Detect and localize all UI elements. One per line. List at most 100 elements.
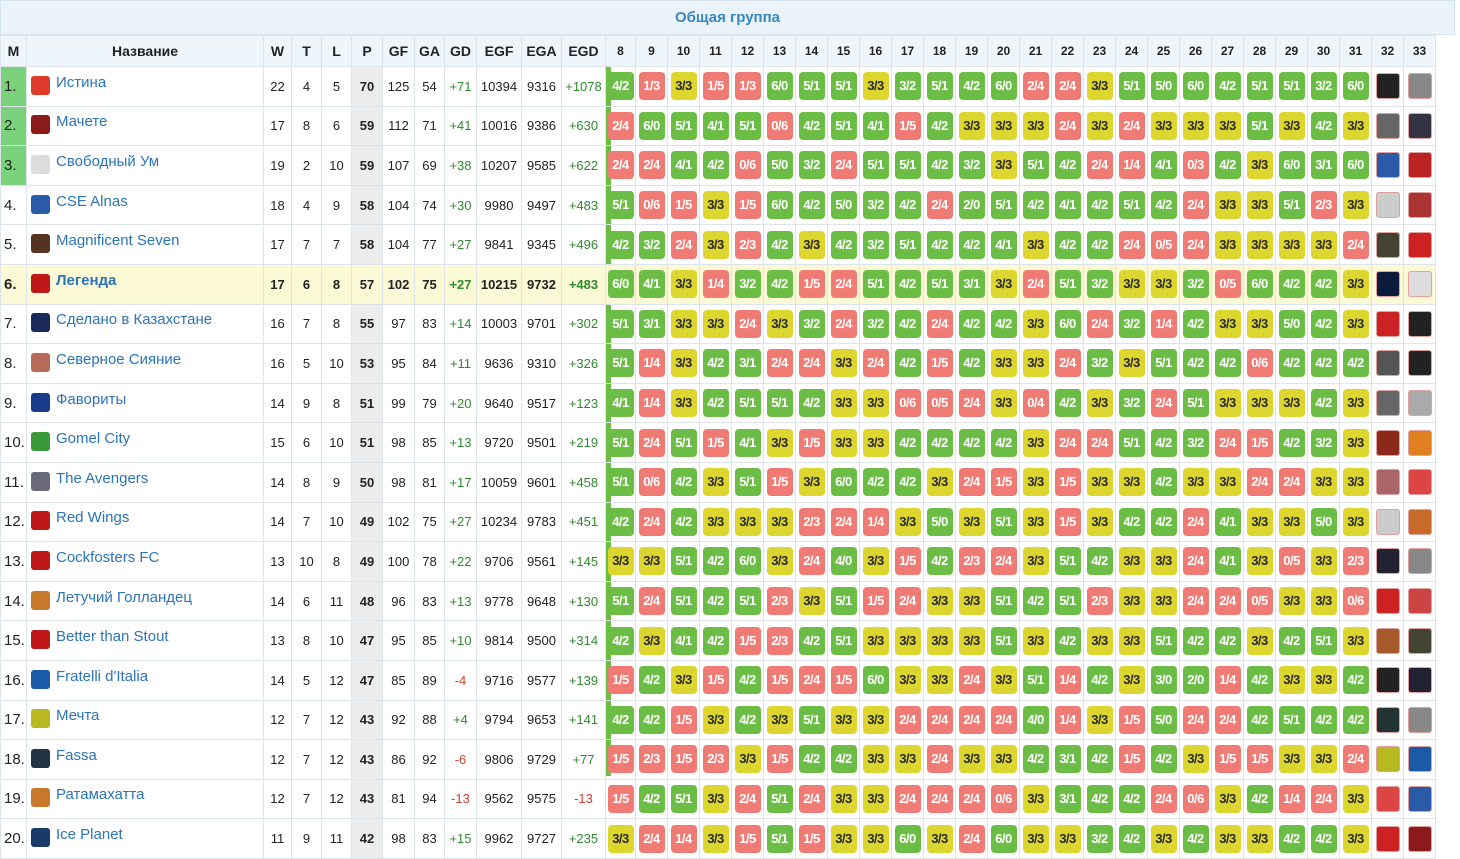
match-result-badge[interactable]: 1/5: [926, 349, 953, 378]
match-result-badge[interactable]: 3/3: [1022, 111, 1049, 140]
match-result-badge[interactable]: 2/4: [990, 547, 1017, 576]
match-result-badge[interactable]: 1/5: [894, 111, 921, 140]
match-result-badge[interactable]: 2/4: [1182, 705, 1209, 734]
match-result-badge[interactable]: 4/2: [1150, 191, 1177, 220]
match-result-badge[interactable]: 3/1: [1310, 151, 1337, 180]
match-result-badge[interactable]: 6/0: [1342, 72, 1369, 101]
match-result-badge[interactable]: 2/4: [894, 784, 921, 813]
match-result-badge[interactable]: 4/2: [798, 626, 825, 655]
match-result-badge[interactable]: 3/3: [1342, 270, 1369, 299]
match-result-badge[interactable]: 2/3: [1342, 547, 1369, 576]
match-result-badge[interactable]: 2/4: [1086, 151, 1113, 180]
match-result-badge[interactable]: 3/3: [766, 547, 793, 576]
match-result-badge[interactable]: 3/3: [1342, 428, 1369, 457]
match-result-badge[interactable]: 3/3: [830, 784, 857, 813]
match-result-badge[interactable]: 3/2: [798, 151, 825, 180]
match-result-badge[interactable]: 4/1: [670, 151, 697, 180]
team-link[interactable]: Истина: [56, 73, 107, 91]
match-result-badge[interactable]: 6/0: [862, 666, 889, 695]
match-result-badge[interactable]: 3/3: [1086, 111, 1113, 140]
match-result-badge[interactable]: 5/1: [830, 587, 857, 616]
match-result-badge[interactable]: 3/3: [958, 587, 985, 616]
match-result-badge[interactable]: 2/4: [1054, 72, 1081, 101]
match-result-badge[interactable]: 2/4: [990, 705, 1017, 734]
match-result-badge[interactable]: 4/1: [862, 111, 889, 140]
col-round-26[interactable]: 26: [1179, 35, 1212, 67]
match-result-badge[interactable]: 4/2: [1182, 824, 1209, 853]
match-result-badge[interactable]: 1/5: [702, 666, 729, 695]
opponent-logo-icon[interactable]: [1375, 548, 1400, 575]
match-result-badge[interactable]: 3/3: [1246, 230, 1273, 259]
match-result-badge[interactable]: 2/4: [894, 587, 921, 616]
match-result-badge[interactable]: 4/2: [1214, 626, 1241, 655]
match-result-badge[interactable]: 5/1: [607, 428, 634, 457]
match-result-badge[interactable]: 4/2: [1086, 666, 1113, 695]
match-result-badge[interactable]: 5/1: [607, 468, 634, 497]
match-result-badge[interactable]: 4/2: [1150, 745, 1177, 774]
match-result-badge[interactable]: 3/2: [1182, 270, 1209, 299]
match-result-badge[interactable]: 3/3: [1214, 111, 1241, 140]
match-result-badge[interactable]: 4/2: [926, 111, 953, 140]
match-result-badge[interactable]: 4/2: [1086, 547, 1113, 576]
match-result-badge[interactable]: 4/2: [1118, 507, 1145, 536]
match-result-badge[interactable]: 4/2: [766, 230, 793, 259]
match-result-badge[interactable]: 2/4: [958, 824, 985, 853]
match-result-badge[interactable]: 3/3: [1342, 468, 1369, 497]
match-result-badge[interactable]: 1/4: [1054, 705, 1081, 734]
match-result-badge[interactable]: 4/2: [1342, 666, 1369, 695]
match-result-badge[interactable]: 4/2: [1278, 824, 1305, 853]
match-result-badge[interactable]: 3/3: [1022, 507, 1049, 536]
match-result-badge[interactable]: 4/2: [1150, 428, 1177, 457]
col-pos[interactable]: M: [0, 35, 27, 67]
match-result-badge[interactable]: 5/1: [1246, 111, 1273, 140]
match-result-badge[interactable]: 4/2: [1054, 626, 1081, 655]
match-result-badge[interactable]: 4/2: [958, 309, 985, 338]
match-result-badge[interactable]: 3/1: [958, 270, 985, 299]
match-result-badge[interactable]: 5/1: [1118, 191, 1145, 220]
col-ga[interactable]: GA: [414, 35, 445, 67]
match-result-badge[interactable]: 3/3: [990, 349, 1017, 378]
match-result-badge[interactable]: 4/2: [990, 428, 1017, 457]
match-result-badge[interactable]: 2/4: [1182, 191, 1209, 220]
match-result-badge[interactable]: 1/4: [638, 349, 665, 378]
match-result-badge[interactable]: 3/3: [926, 824, 953, 853]
match-result-badge[interactable]: 3/3: [1118, 468, 1145, 497]
match-result-badge[interactable]: 5/1: [894, 230, 921, 259]
match-result-badge[interactable]: 3/3: [990, 666, 1017, 695]
col-round-13[interactable]: 13: [763, 35, 796, 67]
match-result-badge[interactable]: 4/2: [830, 230, 857, 259]
team-link[interactable]: CSE Alnas: [56, 192, 128, 210]
match-result-badge[interactable]: 4/2: [670, 468, 697, 497]
match-result-badge[interactable]: 2/4: [607, 151, 634, 180]
team-link[interactable]: Cockfosters FC: [56, 548, 160, 566]
team-link[interactable]: Летучий Голландец: [56, 588, 192, 606]
match-result-badge[interactable]: 1/5: [766, 666, 793, 695]
match-result-badge[interactable]: 4/2: [1342, 349, 1369, 378]
match-result-badge[interactable]: 3/3: [1086, 626, 1113, 655]
match-result-badge[interactable]: 2/4: [1086, 428, 1113, 457]
match-result-badge[interactable]: 4/2: [607, 230, 634, 259]
opponent-logo-icon[interactable]: [1375, 390, 1400, 417]
match-result-badge[interactable]: 1/5: [1118, 745, 1145, 774]
match-result-badge[interactable]: 3/3: [1214, 784, 1241, 813]
match-result-badge[interactable]: 4/2: [798, 389, 825, 418]
match-result-badge[interactable]: 4/2: [1278, 349, 1305, 378]
match-result-badge[interactable]: 2/3: [734, 230, 761, 259]
match-result-badge[interactable]: 4/2: [1214, 72, 1241, 101]
match-result-badge[interactable]: 3/3: [862, 547, 889, 576]
match-result-badge[interactable]: 1/4: [1278, 784, 1305, 813]
match-result-badge[interactable]: 4/2: [1182, 309, 1209, 338]
match-result-badge[interactable]: 3/3: [734, 507, 761, 536]
match-result-badge[interactable]: 2/4: [1214, 705, 1241, 734]
match-result-badge[interactable]: 4/2: [926, 547, 953, 576]
match-result-badge[interactable]: 3/3: [1342, 824, 1369, 853]
match-result-badge[interactable]: 4/2: [990, 309, 1017, 338]
match-result-badge[interactable]: 4/2: [1310, 349, 1337, 378]
match-result-badge[interactable]: 4/1: [990, 230, 1017, 259]
match-result-badge[interactable]: 4/0: [1022, 705, 1049, 734]
team-link[interactable]: Magnificent Seven: [56, 232, 180, 250]
match-result-badge[interactable]: 3/3: [1118, 349, 1145, 378]
opponent-logo-icon[interactable]: [1407, 112, 1432, 139]
match-result-badge[interactable]: 3/3: [1182, 745, 1209, 774]
match-result-badge[interactable]: 1/4: [1118, 151, 1145, 180]
